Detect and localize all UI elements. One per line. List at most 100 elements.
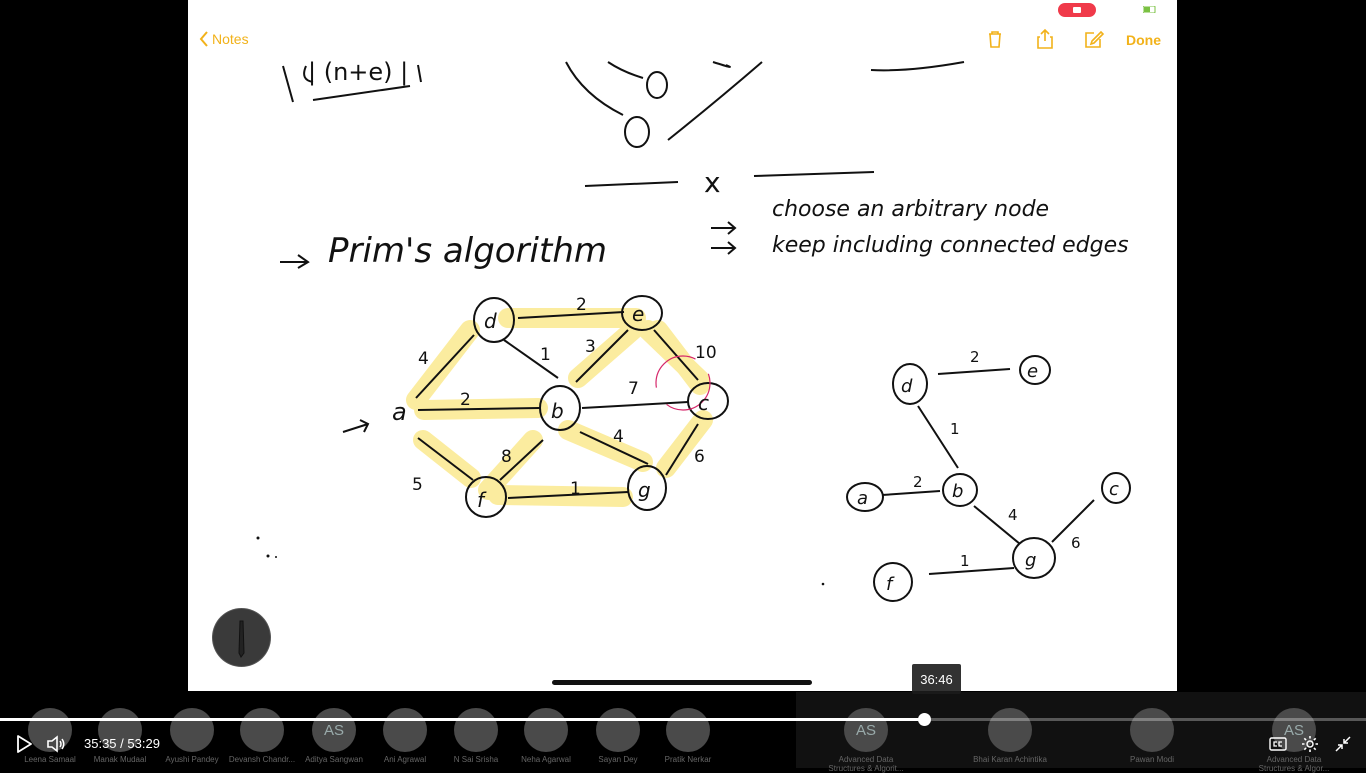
screen-recording-indicator — [1058, 3, 1096, 17]
graph-node-label: g — [638, 478, 651, 502]
seek-preview-time: 36:46 — [912, 664, 961, 694]
trash-icon[interactable] — [984, 28, 1006, 50]
volume-icon — [47, 735, 65, 753]
notes-toolbar: Notes Done — [188, 0, 1177, 80]
participants-strip-dark — [796, 692, 1366, 768]
participants-strip — [0, 692, 1366, 768]
home-indicator — [552, 680, 812, 685]
notes-done-button[interactable]: Done — [1126, 32, 1161, 48]
participant-name: Manak Mudaal — [93, 755, 147, 764]
graph-node-label: d — [484, 309, 497, 333]
mst-node-label: f — [886, 574, 895, 595]
mst-edge-weight: 4 — [1008, 506, 1018, 524]
participant-avatar — [1130, 708, 1174, 752]
top-formula-text: | (n+e) | — [308, 58, 408, 86]
exit-fullscreen-button[interactable] — [1332, 734, 1354, 754]
step-1-text: choose an arbitrary node — [772, 197, 1049, 222]
graph-node-label: a — [392, 398, 407, 426]
mst-node-label: b — [952, 481, 963, 502]
step-2-text: keep including connected edges — [772, 233, 1129, 258]
participant-name: Devansh Chandr... — [228, 755, 296, 764]
participant-name: Aditya Sangwan — [305, 755, 363, 764]
share-icon[interactable] — [1034, 28, 1056, 50]
volume-button[interactable] — [44, 734, 68, 754]
battery-icon — [1143, 6, 1156, 13]
graph-edge-weight: 10 — [695, 343, 717, 363]
progress-played — [0, 718, 925, 721]
participant-name: Leena Samaal — [24, 755, 76, 764]
participant-name: Neha Agarwal — [521, 755, 571, 764]
participant-name: Sayan Dey — [598, 755, 638, 764]
time-separator: / — [120, 736, 124, 751]
participant-avatar — [988, 708, 1032, 752]
graph-edge-weight: 2 — [460, 390, 471, 410]
compose-icon[interactable] — [1083, 28, 1105, 50]
exit-fullscreen-icon — [1335, 736, 1351, 752]
play-button[interactable] — [13, 734, 35, 754]
participant-name: Pawan Modi — [1129, 755, 1175, 764]
participant-avatar — [98, 708, 142, 752]
mst-node-label: a — [857, 488, 868, 509]
participant-name: Pratik Nerkar — [664, 755, 712, 764]
progress-scrubber[interactable] — [918, 713, 932, 726]
notes-canvas: Notes Done — [188, 0, 1177, 691]
duration: 53:29 — [127, 736, 160, 751]
graph-edge-weight: 5 — [412, 475, 423, 495]
participant-avatar: AS — [844, 708, 888, 752]
participant-name: Ayushi Pandey — [165, 755, 219, 764]
participant-avatar — [28, 708, 72, 752]
cursor-ring — [655, 355, 711, 411]
mst-edge-weight: 2 — [913, 473, 923, 491]
participant-avatar — [240, 708, 284, 752]
graph-edge-weight: 1 — [570, 479, 581, 499]
graph-edge-weight: 4 — [613, 427, 624, 447]
graph-edge-weight: 7 — [628, 379, 639, 399]
mst-edge-weight: 1 — [950, 420, 960, 438]
participant-name: Advanced Data Structures & Algor... — [1258, 755, 1330, 773]
graph-edge-weight: 6 — [694, 447, 705, 467]
mst-node-label: e — [1027, 361, 1038, 382]
participant-avatar — [454, 708, 498, 752]
participant-avatar — [170, 708, 214, 752]
notes-back-label: Notes — [212, 31, 249, 47]
mst-edge-weight: 2 — [970, 348, 980, 366]
play-icon — [17, 735, 32, 753]
participant-name: N Sai Srisha — [453, 755, 499, 764]
participant-avatar — [524, 708, 568, 752]
time-display: 35:35 / 53:29 — [84, 736, 160, 751]
pencil-tool-button[interactable] — [213, 609, 270, 666]
mst-node-label: c — [1109, 479, 1119, 500]
participant-name: Advanced Data Structures & Algorit... — [828, 755, 904, 773]
settings-button[interactable] — [1298, 734, 1322, 754]
graph-node-label: e — [632, 302, 644, 326]
participant-avatar — [596, 708, 640, 752]
graph-edge-weight: 3 — [585, 337, 596, 357]
graph-node-label: c — [698, 391, 709, 415]
captions-icon — [1269, 737, 1287, 751]
x-mark-text: x — [704, 166, 721, 199]
chevron-left-icon — [199, 31, 208, 47]
mst-node-label: d — [901, 376, 913, 397]
captions-button[interactable] — [1266, 734, 1290, 754]
mst-edge-weight: 1 — [960, 552, 970, 570]
participant-avatar — [666, 708, 710, 752]
handwritten-note: | (n+e) | x Prim's algorithm choose an a… — [256, 58, 1131, 602]
current-time: 35:35 — [84, 736, 117, 751]
graph-node-label: f — [477, 488, 487, 512]
participant-name: Bhai Karan Achintika — [973, 755, 1047, 764]
graph-edge-weight: 4 — [418, 349, 429, 369]
graph-node-label: b — [551, 399, 564, 423]
graph-edge-weight: 2 — [576, 295, 587, 315]
gear-icon — [1302, 736, 1318, 752]
mst-edge-weight: 6 — [1071, 534, 1081, 552]
notes-back-button[interactable]: Notes — [198, 30, 249, 48]
participant-name: Ani Agrawal — [383, 755, 427, 764]
prims-heading: Prim's algorithm — [328, 231, 607, 271]
pencil-icon — [238, 620, 245, 658]
participant-avatar: AS — [312, 708, 356, 752]
graph-edge-weight: 8 — [501, 447, 512, 467]
participant-avatar — [383, 708, 427, 752]
graph-edge-weight: 1 — [540, 345, 551, 365]
mst-node-label: g — [1025, 550, 1036, 571]
